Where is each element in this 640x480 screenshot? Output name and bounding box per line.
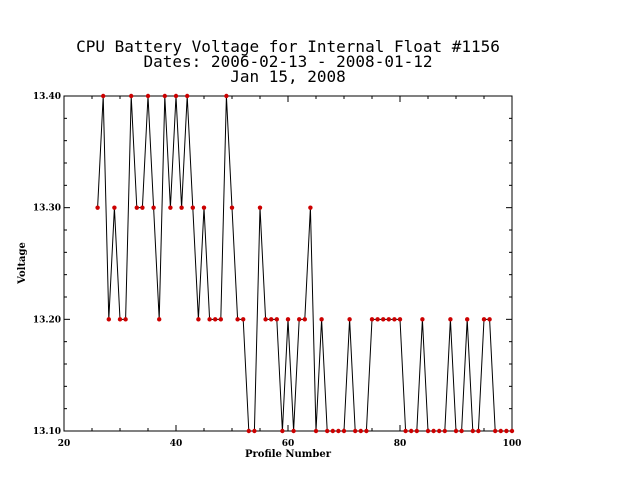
chart-title: CPU Battery Voltage for Internal Float #… <box>76 37 500 86</box>
data-point <box>285 317 291 322</box>
data-point <box>246 428 251 434</box>
data-point <box>145 93 151 99</box>
data-point <box>353 428 358 434</box>
data-point <box>134 205 139 210</box>
data-point <box>173 93 179 99</box>
y-tick-label: 13.40 <box>33 92 61 102</box>
data-point <box>224 93 229 99</box>
data-point <box>386 317 391 322</box>
y-tick-label: 13.10 <box>33 427 61 437</box>
axis-ticks: 20 40 60 80 100 13.10 13.20 13.30 13.40 <box>33 92 522 449</box>
data-point <box>185 93 190 99</box>
data-point <box>481 317 487 322</box>
x-axis-label: Profile Number <box>245 449 332 460</box>
data-point <box>235 317 240 322</box>
data-point <box>280 428 285 434</box>
data-point <box>269 317 274 322</box>
x-tick-label: 60 <box>282 439 295 449</box>
data-point <box>420 317 425 322</box>
data-point <box>257 205 263 210</box>
data-point <box>106 317 112 322</box>
title-line-3: Jan 15, 2008 <box>230 67 346 86</box>
data-point <box>325 428 330 434</box>
data-point <box>291 428 296 434</box>
data-point <box>151 205 156 210</box>
y-tick-label: 13.30 <box>33 204 61 214</box>
data-point <box>392 317 397 322</box>
data-point <box>229 205 235 210</box>
data-point <box>358 428 363 434</box>
data-point <box>140 205 145 210</box>
plot-frame <box>63 95 513 432</box>
data-point <box>414 428 419 434</box>
data-point <box>375 317 380 322</box>
data-point <box>487 317 492 322</box>
data-point <box>274 317 279 322</box>
data-point <box>476 428 481 434</box>
data-point <box>179 205 184 210</box>
data-point <box>308 205 313 210</box>
data-point <box>112 205 117 210</box>
x-tick-label: 80 <box>394 439 407 449</box>
title-line-2: Dates: 2006-02-13 - 2008-01-12 <box>144 52 433 71</box>
data-point <box>297 317 302 322</box>
data-point <box>425 428 431 434</box>
data-point <box>341 428 347 434</box>
data-point <box>336 428 341 434</box>
data-point <box>168 205 173 210</box>
data-point <box>470 428 475 434</box>
data-point <box>313 428 319 434</box>
data-point <box>129 93 134 99</box>
data-point <box>459 428 464 434</box>
data-point <box>201 205 207 210</box>
series-layer <box>95 93 515 434</box>
data-point <box>381 317 386 322</box>
data-point <box>207 317 212 322</box>
data-point <box>509 428 515 434</box>
data-point <box>157 317 162 322</box>
y-tick-label: 13.20 <box>33 315 61 325</box>
data-point <box>409 428 414 434</box>
data-point <box>101 93 106 99</box>
data-point <box>403 428 408 434</box>
data-point <box>190 205 195 210</box>
data-point <box>123 317 128 322</box>
x-tick-label: 40 <box>170 439 183 449</box>
data-point <box>431 428 436 434</box>
data-point <box>448 317 453 322</box>
data-point <box>453 428 459 434</box>
x-tick-label: 100 <box>503 439 522 449</box>
title-line-1: CPU Battery Voltage for Internal Float #… <box>76 37 500 56</box>
voltage-series-line <box>97 95 512 432</box>
x-tick-label: 20 <box>58 439 71 449</box>
data-point <box>347 317 352 322</box>
data-point <box>196 317 201 322</box>
data-point <box>437 428 442 434</box>
data-point <box>218 317 223 322</box>
data-point <box>330 428 335 434</box>
data-point <box>162 93 167 99</box>
data-point <box>397 317 403 322</box>
data-point <box>241 317 246 322</box>
data-point <box>442 428 447 434</box>
data-point <box>364 428 369 434</box>
data-point <box>263 317 268 322</box>
y-axis-label: Voltage <box>17 242 28 285</box>
data-point <box>117 317 123 322</box>
data-point <box>493 428 498 434</box>
data-point <box>213 317 218 322</box>
data-point <box>252 428 257 434</box>
data-point <box>465 317 470 322</box>
data-point <box>498 428 503 434</box>
data-point <box>504 428 509 434</box>
data-point <box>369 317 375 322</box>
data-point <box>319 317 324 322</box>
data-point <box>95 205 100 210</box>
data-point <box>302 317 307 322</box>
